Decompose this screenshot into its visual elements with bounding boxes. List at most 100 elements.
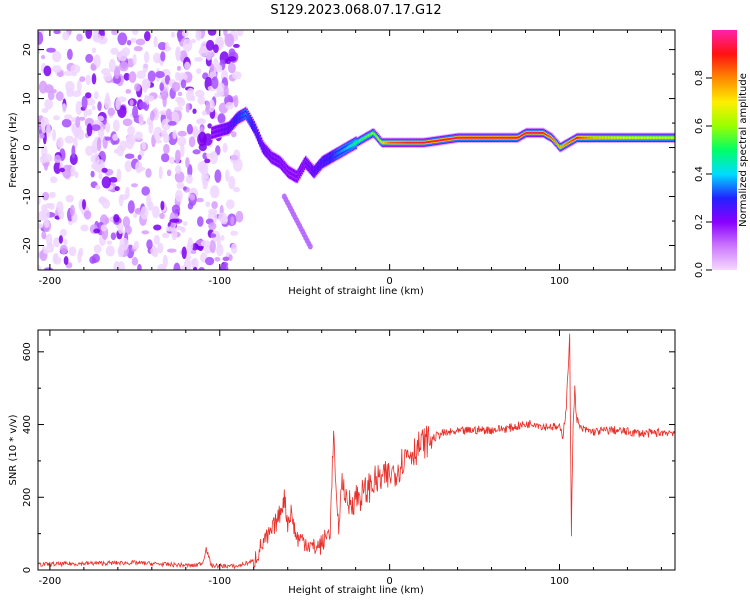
ridge-segment — [429, 140, 432, 143]
noise-blob — [117, 32, 128, 46]
noise-blob — [116, 168, 122, 183]
ridge-segment — [494, 136, 497, 139]
noise-blob — [119, 237, 129, 251]
ridge-segment — [327, 157, 330, 161]
noise-blob — [52, 128, 56, 142]
ridge-segment — [456, 137, 458, 139]
ridge-segment — [306, 162, 308, 166]
noise-blob — [64, 114, 73, 120]
ridge-segment — [237, 116, 240, 120]
snr-y-tick-label: 0 — [22, 567, 33, 573]
noise-blob — [91, 64, 97, 70]
ridge-segment — [255, 130, 258, 134]
noise-blob — [211, 201, 218, 210]
ridge-segment — [447, 138, 450, 141]
ridge-segment — [258, 136, 260, 140]
ridge-segment — [367, 135, 370, 137]
noise-blob — [205, 100, 211, 111]
ridge-segment — [337, 151, 340, 155]
ridge-segment — [408, 141, 410, 144]
noise-blob — [93, 91, 99, 100]
noise-blob — [122, 216, 131, 228]
ridge-segment — [450, 137, 452, 140]
ridge-segment — [543, 132, 546, 135]
ridge-segment — [319, 163, 322, 167]
ridge-segment — [522, 133, 524, 136]
ridge-segment — [516, 136, 518, 139]
ridge-segment — [639, 136, 642, 139]
ridge-segment — [601, 136, 604, 139]
noise-blob — [95, 184, 101, 190]
ridge-segment — [356, 141, 359, 144]
ridge-segment — [481, 136, 484, 139]
snr-y-tick-label: 400 — [22, 415, 33, 434]
noise-blob — [85, 74, 91, 86]
noise-blob — [165, 41, 170, 52]
ridge-segment — [546, 134, 548, 136]
ridge-segment — [602, 136, 605, 139]
noise-blob — [182, 38, 193, 52]
ridge-segment — [487, 136, 490, 139]
ridge-segment — [423, 141, 426, 144]
ridge-segment — [375, 135, 378, 138]
spectrogram-plot-area — [38, 30, 675, 270]
noise-blob — [233, 95, 239, 108]
ridge-segment — [303, 162, 306, 166]
noise-blob — [158, 166, 163, 180]
ridge-segment — [333, 153, 336, 157]
ridge-segment — [282, 164, 284, 167]
snr-ticks: -200 -100 0 100 0 200 400 600 — [22, 330, 675, 587]
ridge-segment — [262, 146, 265, 150]
noise-blob — [71, 145, 76, 159]
noise-blob — [127, 125, 135, 136]
noise-blob — [228, 48, 236, 59]
noise-blob — [65, 81, 75, 93]
noise-blob — [228, 175, 236, 190]
ridge-segment — [642, 136, 644, 139]
noise-blob — [204, 158, 211, 164]
noise-blob — [162, 232, 170, 239]
ridge-segment — [268, 153, 271, 157]
noise-blob — [137, 154, 142, 161]
ridge-segment — [459, 136, 462, 139]
ridge-segment — [338, 151, 341, 155]
noise-blob — [133, 46, 143, 52]
noise-blob — [54, 154, 62, 164]
ridge-segment — [404, 141, 407, 144]
ridge-segment — [519, 135, 522, 138]
noise-blob — [82, 199, 86, 210]
noise-blob — [44, 219, 50, 228]
ridge-segment — [470, 136, 473, 139]
noise-blob — [175, 46, 182, 61]
ridge-segment — [643, 136, 646, 139]
noise-blob — [210, 233, 217, 238]
ridge-segment — [661, 136, 664, 139]
ridge-segment — [610, 136, 613, 139]
ridge-segment — [669, 136, 672, 139]
noise-blob — [122, 118, 133, 127]
ridge-segment — [241, 114, 244, 118]
noise-blob — [55, 91, 64, 102]
ridge-segment — [645, 136, 648, 139]
noise-blob — [53, 30, 61, 35]
noise-blob — [52, 254, 58, 264]
noise-blob — [91, 140, 99, 154]
noise-blob — [230, 230, 239, 236]
noise-blob — [169, 218, 180, 223]
ridge-segment — [345, 146, 348, 150]
ridge-segment — [632, 136, 635, 139]
ridge-segment — [369, 133, 372, 136]
ridge-segment — [217, 129, 220, 133]
ridge-segment — [572, 139, 575, 141]
noise-blob — [101, 176, 112, 189]
noise-blob — [64, 135, 75, 144]
noise-blob — [131, 256, 139, 266]
ridge-segment — [307, 163, 310, 167]
ridge-segment — [384, 141, 386, 144]
noise-blob — [219, 263, 229, 270]
noise-blob — [43, 267, 54, 270]
ridge-segment — [490, 136, 493, 139]
ridge-segment — [249, 119, 252, 123]
ridge-segment — [212, 131, 215, 134]
snr-y-label: SNR (10 * v/v) — [8, 414, 19, 485]
